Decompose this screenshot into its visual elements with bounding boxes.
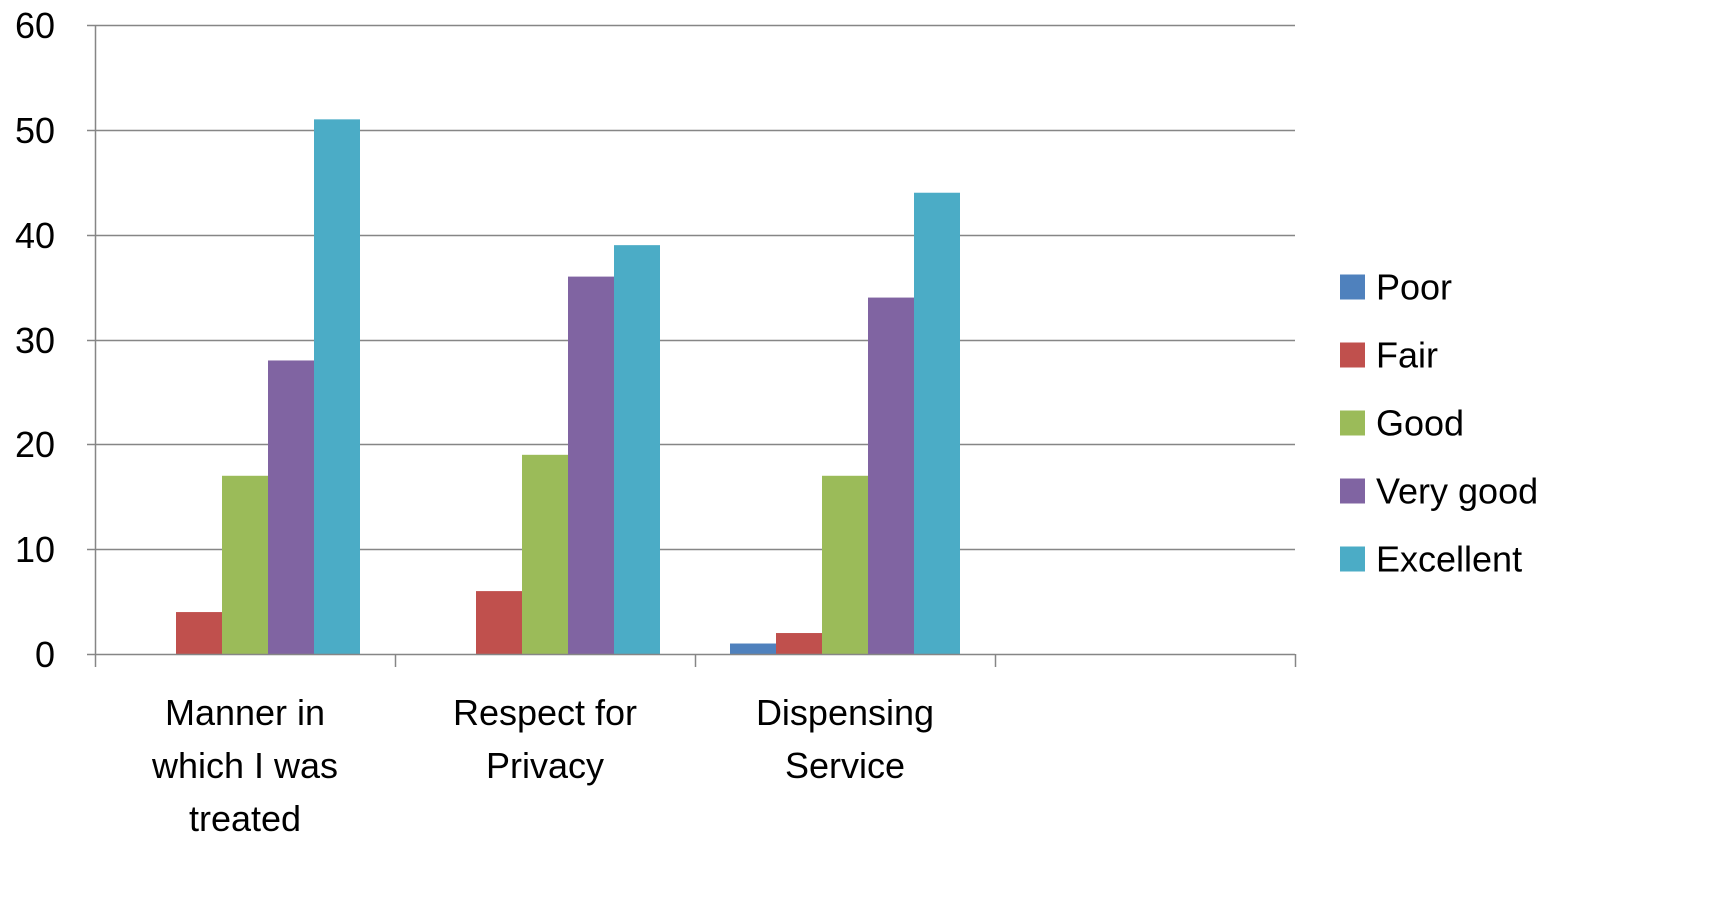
bar-fair [776,633,822,654]
bar-fair [476,591,522,654]
x-tick-label: Dispensing Service [756,692,934,786]
x-tick-label: Respect for Privacy [453,692,637,786]
legend-label: Poor [1376,267,1452,308]
y-tick-label: 0 [35,634,55,675]
bar-excellent [914,192,960,654]
y-tick-label: 20 [15,424,55,465]
bar-very-good [568,276,614,654]
bar-very-good [868,297,914,654]
bars [176,119,960,655]
legend-swatch [1340,342,1365,368]
y-tick-label: 50 [15,110,55,151]
bar-very-good [268,360,314,654]
legend-swatch [1340,274,1365,300]
y-tick-label: 40 [15,215,55,256]
legend-item-fair: Fair [1340,335,1438,376]
bar-poor [730,643,776,654]
y-tick-labels: 0 10 20 30 40 50 60 [15,5,55,675]
legend-label: Very good [1376,471,1538,512]
bar-excellent [314,119,360,655]
legend-swatch [1340,546,1365,572]
bar-excellent [614,245,660,654]
x-tick-label: Manner in which I was treated [151,692,338,839]
axes [87,24,1297,667]
bar-good [822,475,868,654]
y-tick-label: 60 [15,5,55,46]
legend-label: Excellent [1376,539,1522,580]
y-tick-label: 10 [15,529,55,570]
legend-swatch [1340,478,1365,504]
bar-good [522,454,568,654]
bar-fair [176,612,222,654]
legend-item-excellent: Excellent [1340,539,1522,580]
legend-swatch [1340,410,1365,436]
bar-good [222,475,268,654]
legend-label: Good [1376,403,1464,444]
y-tick-label: 30 [15,320,55,361]
legend-item-poor: Poor [1340,267,1452,308]
legend-item-good: Good [1340,403,1464,444]
legend-label: Fair [1376,335,1438,376]
legend: Poor Fair Good Very good Excellent [1340,267,1538,580]
legend-item-very-good: Very good [1340,471,1538,512]
x-tick-labels: Manner in which I was treated Respect for Pr… [151,692,934,839]
